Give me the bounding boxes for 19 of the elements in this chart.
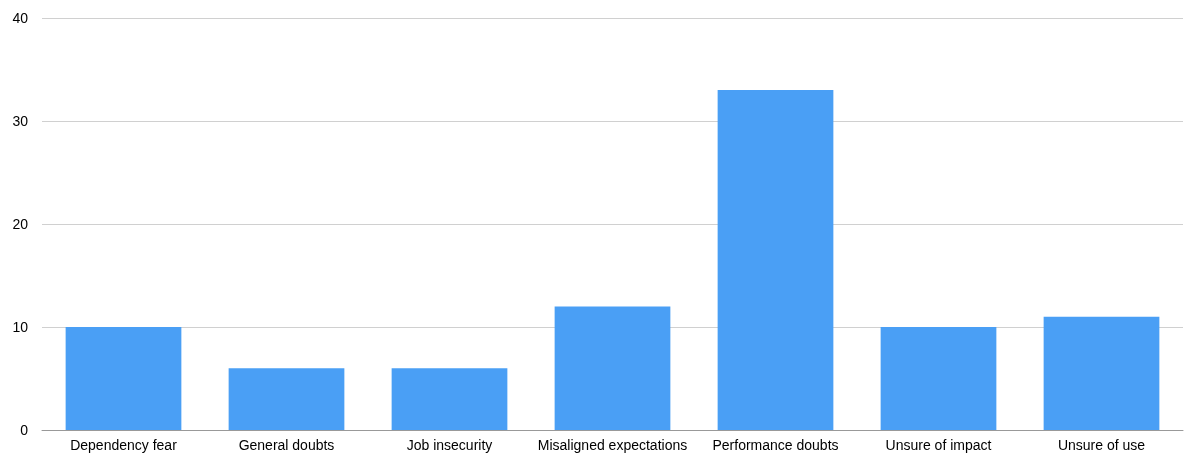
y-tick-label: 10: [12, 319, 29, 335]
y-tick-label: 0: [20, 422, 29, 438]
y-tick-label: 20: [12, 216, 29, 232]
bar: [880, 327, 997, 430]
x-tick-label: General doubts: [238, 437, 335, 453]
bar: [65, 327, 182, 430]
x-tick-label: Dependency fear: [70, 437, 178, 453]
x-tick-label: Misaligned expectations: [537, 437, 688, 453]
bar: [1043, 316, 1160, 430]
x-tick-label: Unsure of impact: [885, 437, 992, 453]
bar: [228, 368, 345, 430]
x-tick-label: Unsure of use: [1057, 437, 1146, 453]
x-tick-label: Performance doubts: [712, 437, 839, 453]
x-tick-label: Job insecurity: [406, 437, 493, 453]
bar: [391, 368, 508, 430]
y-tick-label: 30: [12, 113, 29, 129]
y-tick-label: 40: [12, 10, 29, 26]
bar: [554, 306, 671, 430]
bar: [717, 90, 834, 430]
